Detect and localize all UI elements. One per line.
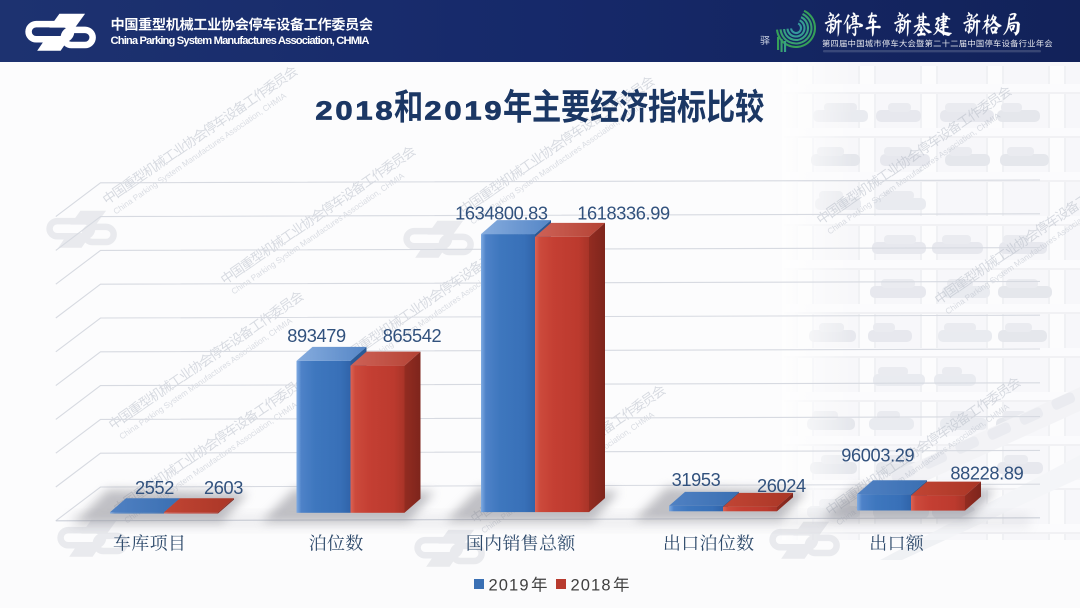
svg-text:0: 0 — [444, 96, 461, 126]
svg-text:96003.29: 96003.29 — [841, 446, 914, 466]
svg-text:2: 2 — [424, 96, 441, 126]
svg-text:2552: 2552 — [135, 478, 174, 498]
svg-text:China Parking System Manufactu: China Parking System Manufactures Associ… — [111, 35, 370, 47]
svg-text:31953: 31953 — [672, 470, 721, 490]
svg-text:88228.89: 88228.89 — [950, 464, 1023, 484]
svg-text:1: 1 — [355, 96, 372, 126]
svg-text:865542: 865542 — [383, 326, 442, 346]
svg-text:893479: 893479 — [287, 326, 346, 346]
svg-text:2018: 2018 — [571, 577, 612, 595]
svg-text:1618336.99: 1618336.99 — [577, 204, 670, 224]
svg-text:0: 0 — [335, 96, 352, 126]
svg-text:2: 2 — [315, 96, 332, 126]
svg-text:26024: 26024 — [757, 476, 806, 496]
svg-text:1: 1 — [464, 96, 481, 126]
svg-text:1634800.83: 1634800.83 — [455, 204, 548, 224]
svg-text:2603: 2603 — [204, 478, 243, 498]
svg-text:9: 9 — [484, 96, 501, 126]
svg-text:2019: 2019 — [489, 577, 530, 595]
svg-text:8: 8 — [375, 96, 392, 126]
